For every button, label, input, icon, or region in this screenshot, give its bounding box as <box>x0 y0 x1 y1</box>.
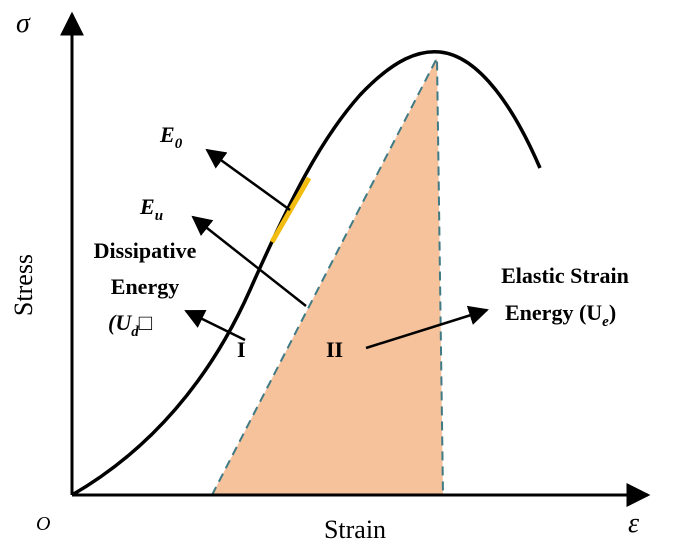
text: (U <box>108 310 132 335</box>
y-symbol: σ <box>16 8 31 39</box>
eu-sub: u <box>155 208 163 224</box>
e0-main: E <box>159 122 175 147</box>
elastic-label: Elastic Strain <box>501 263 629 288</box>
text: Energy (U <box>505 300 602 325</box>
arrow <box>205 148 291 212</box>
elastic-region <box>212 58 443 495</box>
text: ) <box>609 300 616 325</box>
e0-sub: 0 <box>175 136 183 152</box>
dissipative-label: Dissipative <box>94 238 197 263</box>
eu-label: Eu <box>139 194 163 224</box>
subscript: e <box>602 314 609 330</box>
e0-label: E0 <box>159 122 183 152</box>
x-symbol: ε <box>628 508 639 539</box>
eu-main: E <box>139 194 155 219</box>
arrow <box>184 309 246 342</box>
arrow <box>365 305 489 350</box>
e0-segment <box>269 176 312 244</box>
region-label: I <box>237 337 246 362</box>
region-label: II <box>326 337 343 362</box>
x-label: Strain <box>324 515 386 544</box>
subscript: d <box>131 324 139 340</box>
y-label: Stress <box>9 254 38 316</box>
dissipative-label: (Ud□ <box>108 310 152 340</box>
arrow <box>191 215 307 307</box>
origin: O <box>36 513 50 535</box>
text: □ <box>139 310 152 335</box>
elastic-label: Energy (Ue) <box>505 300 616 330</box>
stress-strain-curve <box>71 49 542 497</box>
unloading-line <box>211 57 444 496</box>
dissipative-label: Energy <box>111 274 179 299</box>
